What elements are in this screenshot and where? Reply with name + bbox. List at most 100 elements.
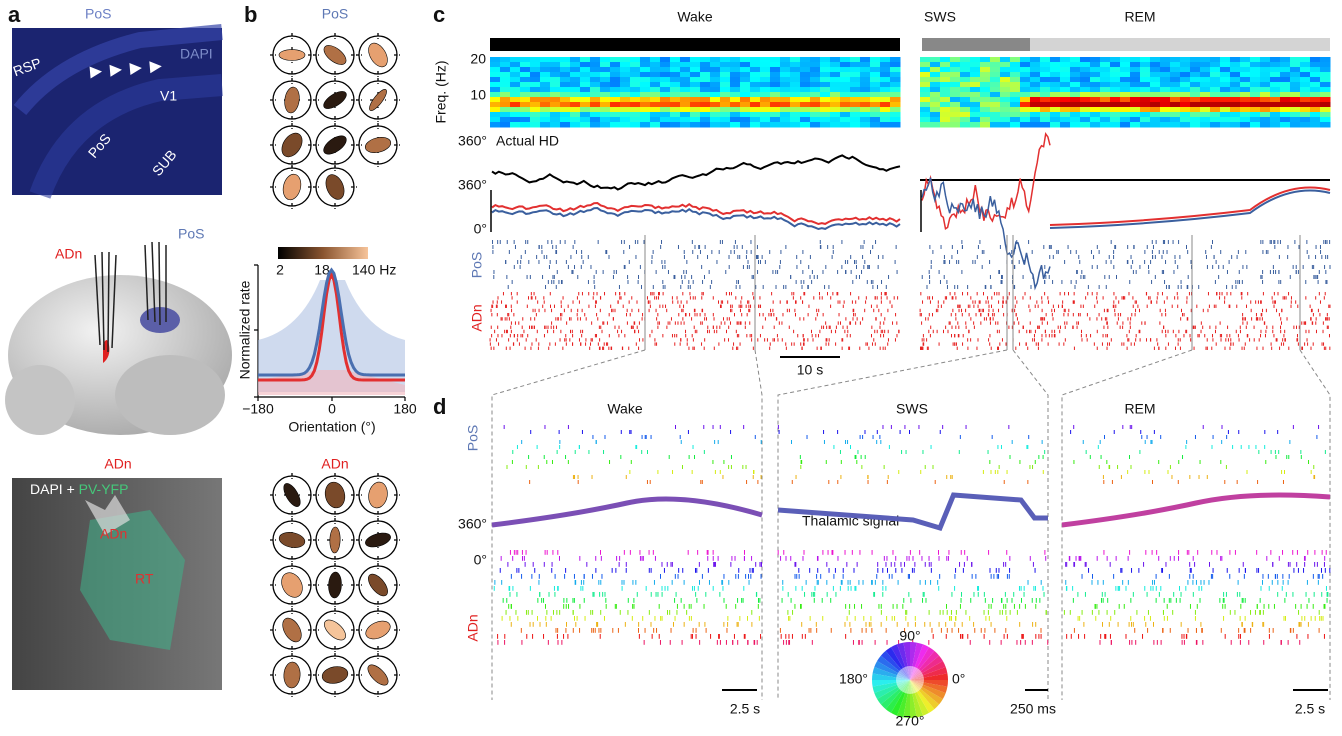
- spectrogram-cell: [960, 97, 971, 103]
- polar-axes: [270, 123, 314, 167]
- polar-blob: [281, 132, 303, 158]
- spectrogram-cell: [600, 97, 611, 103]
- spectrogram-cell: [1140, 92, 1151, 98]
- spectrogram-cell: [1280, 72, 1291, 78]
- spectrogram-cell: [1160, 62, 1171, 68]
- spectrogram-cell: [1170, 77, 1181, 83]
- spectrogram-cell: [1220, 112, 1231, 118]
- spectrogram-cell: [710, 92, 721, 98]
- spectrogram-cell: [820, 57, 831, 63]
- spectrogram-cell: [990, 112, 1001, 118]
- spectrogram-cell: [830, 117, 841, 123]
- spectrogram-cell: [1270, 82, 1281, 88]
- spectrogram-cell: [860, 122, 871, 128]
- colorbar-tick: 2: [276, 262, 284, 278]
- spectrogram-cell: [640, 102, 651, 108]
- spectrogram-cell: [880, 57, 891, 63]
- spectrogram-cell: [890, 107, 901, 113]
- spectrogram-cell: [810, 97, 821, 103]
- spectrogram-cell: [850, 97, 861, 103]
- spectrogram-cell: [570, 102, 581, 108]
- spectrogram-cell: [1280, 77, 1291, 83]
- spectrogram-cell: [920, 112, 931, 118]
- spectrogram-cell: [950, 107, 961, 113]
- spectrogram-cell: [1210, 82, 1221, 88]
- spectrogram-cell: [730, 67, 741, 73]
- spectrogram-cell: [750, 82, 761, 88]
- spectrogram-cell: [1090, 117, 1101, 123]
- label: V1: [160, 88, 177, 104]
- spectrogram-cell: [1200, 97, 1211, 103]
- spectrogram-cell: [1220, 72, 1231, 78]
- spectrogram-cell: [830, 62, 841, 68]
- spectrogram-cell: [650, 72, 661, 78]
- spectrogram-cell: [1300, 107, 1311, 113]
- spectrogram-cell: [1230, 107, 1241, 113]
- spectrogram-cell: [890, 67, 901, 73]
- texture: [85, 495, 130, 535]
- polar-blob: [324, 619, 346, 641]
- spectrogram-cell: [1220, 77, 1231, 83]
- spectrogram-cell: [530, 107, 541, 113]
- spectrogram-cell: [1200, 112, 1211, 118]
- spectrogram-cell: [1130, 77, 1141, 83]
- spectrogram-cell: [610, 117, 621, 123]
- spectrogram-cell: [1150, 107, 1161, 113]
- spectrogram-cell: [550, 77, 561, 83]
- spectrogram-cell: [920, 117, 931, 123]
- spectrogram-cell: [510, 117, 521, 123]
- spectrogram-cell: [560, 57, 571, 63]
- spectrogram-cell: [1310, 102, 1321, 108]
- spectrogram-cell: [1250, 117, 1261, 123]
- spectrogram-cell: [560, 117, 571, 123]
- spectrogram-cell: [1250, 87, 1261, 93]
- y-tick-label: 0°: [474, 221, 487, 237]
- spectrogram-cell: [610, 112, 621, 118]
- wheel-label: 180°: [839, 671, 868, 687]
- spectrogram-cell: [1150, 122, 1161, 128]
- spectrogram-cell: [1100, 102, 1111, 108]
- spectrogram-cell: [690, 102, 701, 108]
- spectrogram-cell: [670, 97, 681, 103]
- spectrogram-cell: [590, 122, 601, 128]
- spectrogram-cell: [600, 67, 611, 73]
- spectrogram-cell: [940, 72, 951, 78]
- polar-blob: [367, 664, 389, 686]
- spectrogram-cell: [830, 107, 841, 113]
- spectrogram-cell: [530, 82, 541, 88]
- spectrogram-cell: [1020, 122, 1031, 128]
- spectrogram-cell: [890, 82, 901, 88]
- spectrogram-cell: [950, 67, 961, 73]
- spectrogram-cell: [520, 82, 531, 88]
- spectrogram-cell: [600, 57, 611, 63]
- spectrogram-cell: [880, 87, 891, 93]
- spectrogram-cell: [750, 87, 761, 93]
- marker-lines: [644, 235, 1301, 350]
- spectrogram-cell: [500, 82, 511, 88]
- spectrogram-cell: [1020, 82, 1031, 88]
- spectrogram-cell: [920, 87, 931, 93]
- spectrogram-cell: [1250, 102, 1261, 108]
- spectrogram-cell: [1310, 117, 1321, 123]
- spectrogram-cell: [630, 92, 641, 98]
- spectrogram-cell: [990, 97, 1001, 103]
- spectrogram-cell: [1210, 57, 1221, 63]
- spectrogram-cell: [630, 67, 641, 73]
- spectrogram-cell: [1120, 102, 1131, 108]
- spectrogram-cell: [1180, 92, 1191, 98]
- spectrogram-cell: [510, 102, 521, 108]
- spectrogram-cell: [970, 102, 981, 108]
- spectrogram-cell: [1180, 112, 1191, 118]
- spectrogram-cell: [1020, 62, 1031, 68]
- wheel-label: 0°: [952, 671, 965, 687]
- spectrogram-cell: [920, 57, 931, 63]
- spectrogram-cell: [820, 72, 831, 78]
- spectrogram-cell: [1150, 87, 1161, 93]
- spectrogram-cell: [570, 82, 581, 88]
- spectrogram-cell: [870, 77, 881, 83]
- spectrogram-cell: [590, 87, 601, 93]
- spectrogram-cell: [830, 82, 841, 88]
- spectrogram-cell: [1050, 77, 1061, 83]
- spectrogram-cell: [730, 102, 741, 108]
